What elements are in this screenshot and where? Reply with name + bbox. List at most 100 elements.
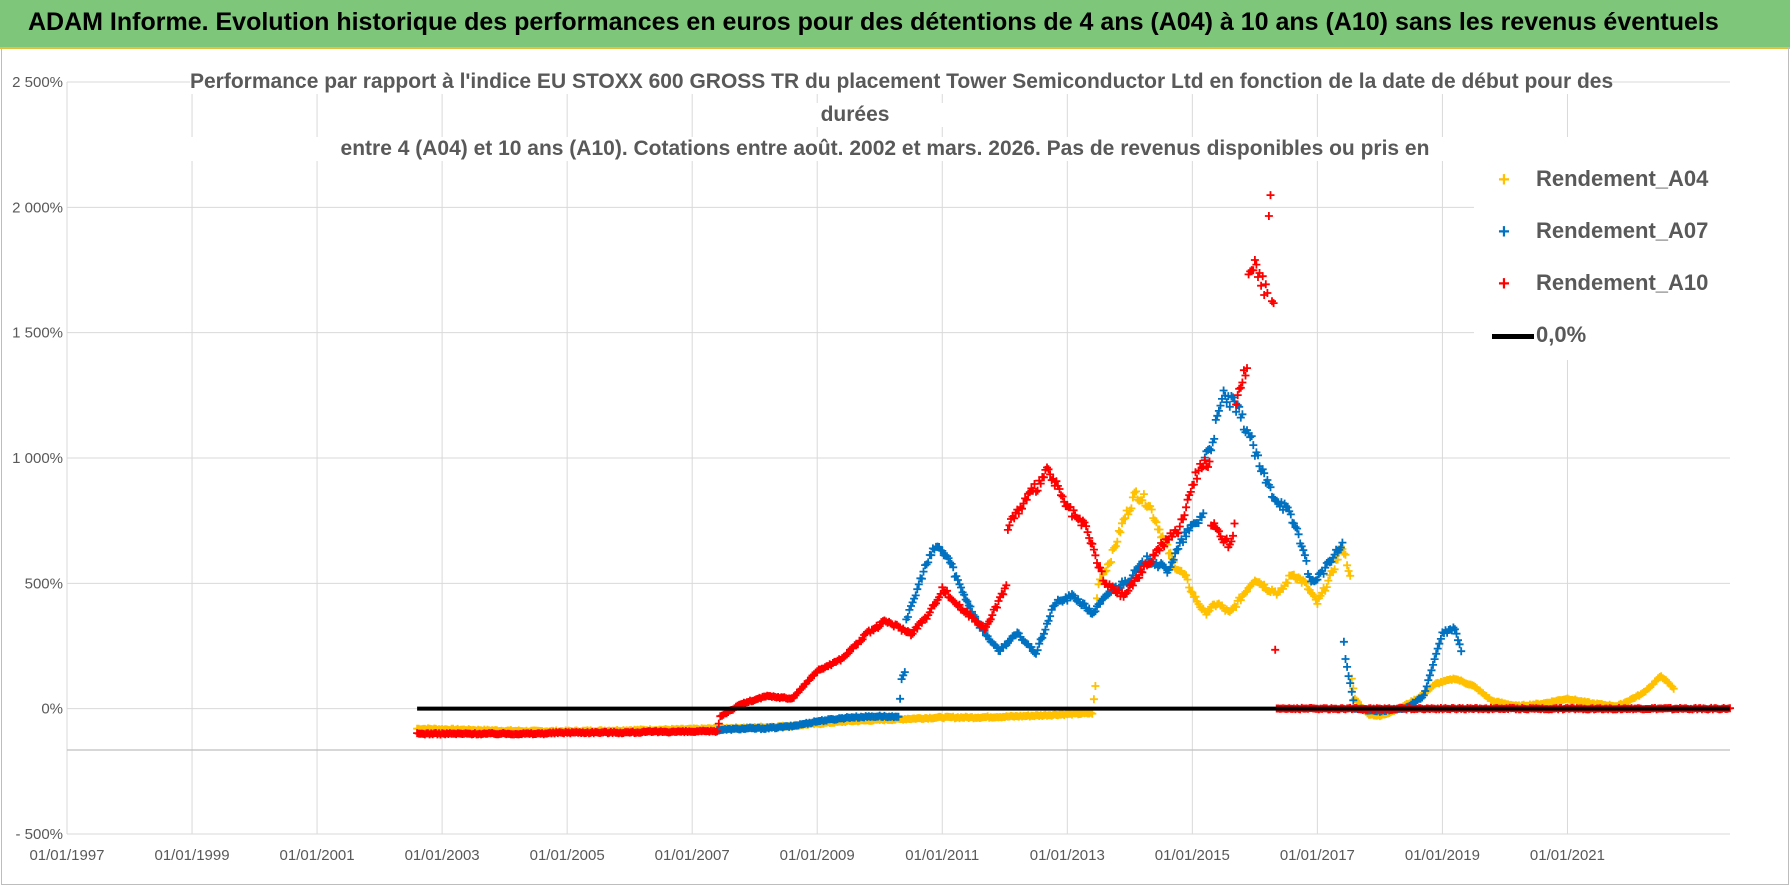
data-point [913, 585, 922, 594]
data-point [1183, 495, 1192, 504]
data-point [1283, 579, 1292, 588]
data-point [1427, 666, 1436, 675]
data-point [1344, 567, 1353, 575]
data-point [1003, 525, 1012, 534]
data-point [1110, 543, 1119, 552]
data-point [1097, 567, 1106, 576]
y-tick-label: 500% [25, 575, 63, 592]
data-point [1182, 571, 1191, 580]
data-point [1235, 384, 1244, 393]
data-point [1243, 364, 1251, 373]
data-point [1233, 391, 1242, 400]
data-point [964, 601, 973, 610]
x-tick-label: 01/01/1999 [154, 847, 229, 864]
data-point [927, 551, 936, 560]
data-point [1271, 645, 1280, 654]
data-point [1454, 636, 1462, 645]
data-point [1302, 556, 1311, 565]
data-point [1091, 551, 1100, 560]
chart-legend: + Rendement_A04 + Rendement_A07 + Rendem… [1474, 160, 1730, 360]
data-point [713, 727, 722, 736]
data-point [1241, 371, 1250, 380]
data-point [1139, 490, 1148, 499]
data-point [858, 635, 867, 644]
data-point [1002, 581, 1011, 590]
x-tick-label: 01/01/2001 [280, 847, 355, 864]
data-point [1322, 583, 1331, 592]
data-point [1183, 575, 1192, 584]
data-point [1155, 546, 1164, 555]
header-bar: ADAM Informe. Evolution historique des p… [0, 0, 1790, 49]
data-point [1124, 510, 1133, 519]
legend-marker-a10: + [1498, 273, 1510, 295]
data-point [1088, 709, 1097, 718]
data-point [1147, 505, 1156, 514]
data-point [1293, 524, 1302, 533]
data-point [1254, 451, 1262, 460]
data-point [905, 605, 914, 614]
data-point [1188, 588, 1197, 597]
data-point [875, 622, 884, 631]
data-point [1091, 682, 1100, 690]
data-point [949, 563, 958, 572]
data-point [1058, 492, 1067, 501]
data-point [994, 597, 1003, 605]
data-point [1336, 543, 1345, 552]
x-tick-label: 01/01/2019 [1405, 847, 1480, 864]
data-point [1289, 519, 1298, 528]
data-point [960, 590, 969, 599]
data-point [1022, 495, 1031, 504]
data-point [924, 558, 933, 567]
data-point [1214, 406, 1223, 415]
data-point [1038, 633, 1047, 642]
data-point [1082, 522, 1091, 531]
data-point [1297, 542, 1306, 551]
data-point [1180, 511, 1189, 520]
data-point [1319, 569, 1328, 578]
data-point [1089, 545, 1098, 554]
data-point [1150, 516, 1159, 525]
data-point [1302, 579, 1311, 588]
data-point [1085, 534, 1094, 542]
data-point [1232, 603, 1241, 611]
chart-title-line-1: Performance par rapport à l'indice EU ST… [190, 70, 1614, 94]
data-point [938, 546, 947, 555]
data-point [1347, 687, 1356, 696]
data-point [1021, 494, 1030, 503]
data-point [913, 624, 922, 633]
data-point [1225, 402, 1234, 411]
data-point [1194, 519, 1203, 528]
data-point [1294, 530, 1303, 539]
data-point [1432, 649, 1441, 658]
data-point [993, 603, 1001, 612]
data-point [982, 631, 990, 640]
data-point [1210, 519, 1219, 528]
data-point [1321, 586, 1330, 595]
data-point [1222, 398, 1231, 407]
data-point [1343, 561, 1352, 570]
data-point [1033, 486, 1042, 495]
series-Rendement_A04 [413, 487, 1678, 736]
data-point [1166, 563, 1175, 571]
legend-label-a07: Rendement_A07 [1536, 218, 1709, 243]
data-point [1185, 583, 1194, 592]
data-point [917, 574, 926, 583]
data-point [1207, 446, 1216, 455]
data-point [1294, 573, 1303, 582]
data-point [1174, 544, 1183, 553]
data-point [1291, 523, 1300, 532]
data-point [1169, 555, 1178, 564]
data-point [908, 629, 917, 638]
x-tick-label: 01/01/2003 [405, 847, 480, 864]
data-point [1113, 537, 1122, 546]
data-point [925, 608, 934, 617]
data-point [1252, 260, 1261, 269]
data-point [1105, 559, 1114, 568]
data-point [903, 613, 912, 621]
data-point [1333, 555, 1342, 564]
legend-item-zero: 0,0% [1474, 318, 1730, 358]
data-point [1266, 191, 1275, 200]
y-tick-label: - 500% [15, 826, 63, 843]
data-point [1191, 592, 1200, 601]
data-point [1128, 493, 1137, 502]
